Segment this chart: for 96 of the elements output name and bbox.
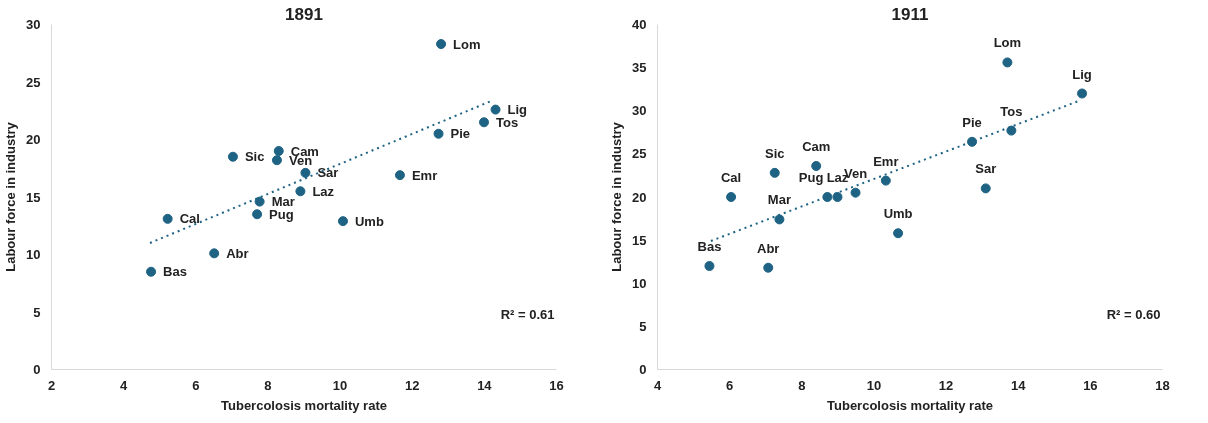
- point: [254, 196, 265, 207]
- annotation: Abr: [226, 245, 249, 261]
- point: [704, 261, 715, 271]
- x-tick-label: 16: [1083, 377, 1098, 393]
- annotation: Lom: [453, 36, 481, 52]
- y-tick-label: 15: [26, 189, 41, 205]
- x-axis-title: Tubercolosis mortality rate: [827, 397, 993, 413]
- point: [209, 248, 220, 259]
- x-tick-label: 8: [798, 377, 806, 393]
- x-tick-label: 8: [264, 377, 272, 393]
- x-tick-label: 14: [1010, 377, 1027, 393]
- x-tick-label: 6: [192, 377, 200, 393]
- y-tick-label: 20: [632, 189, 647, 205]
- annotation: Pie: [962, 114, 982, 130]
- point: [893, 228, 904, 239]
- point: [295, 186, 306, 197]
- annotation: Sar: [317, 165, 339, 181]
- annotation: Lig: [1072, 66, 1092, 82]
- x-tick-label: 4: [653, 377, 662, 393]
- point: [436, 39, 447, 50]
- point: [227, 151, 238, 162]
- point: [1002, 57, 1013, 68]
- annotation: R² = 0.61: [500, 306, 555, 322]
- point: [273, 146, 284, 156]
- y-tick-label: 10: [26, 247, 41, 262]
- chart-title: 1911: [891, 4, 929, 24]
- point: [433, 128, 444, 139]
- y-tick-label: 35: [632, 60, 647, 76]
- y-tick-label: 30: [26, 17, 41, 32]
- x-tick-label: 14: [477, 377, 493, 393]
- x-tick-label: 12: [938, 377, 954, 393]
- point: [822, 192, 833, 202]
- chart-title: 1891: [285, 4, 323, 24]
- annotation: Cal: [179, 211, 200, 227]
- point: [880, 175, 891, 186]
- y-tick-label: 5: [639, 318, 647, 334]
- point: [967, 136, 978, 147]
- point: [774, 214, 785, 225]
- point: [1006, 125, 1017, 136]
- x-tick-label: 10: [332, 377, 348, 393]
- x-tick-label: 12: [404, 377, 420, 393]
- point: [252, 209, 263, 220]
- point: [726, 192, 737, 202]
- point: [337, 216, 348, 227]
- point: [271, 155, 282, 166]
- x-tick-label: 2: [47, 377, 56, 393]
- point: [1077, 88, 1088, 99]
- x-tick-label: 16: [549, 377, 564, 393]
- point: [146, 266, 157, 277]
- annotation: Abr: [757, 240, 780, 256]
- y-tick-label: 15: [632, 232, 647, 248]
- annotation: Bas: [697, 239, 722, 254]
- annotation: Cal: [720, 170, 742, 185]
- annotation: Lom: [993, 35, 1022, 51]
- y-tick-label: 10: [632, 275, 647, 291]
- y-tick-label: 40: [632, 17, 647, 32]
- annotation: Emr: [411, 167, 438, 183]
- x-tick-label: 18: [1155, 377, 1170, 393]
- annotation: Mar: [767, 192, 791, 208]
- annotation: Sic: [764, 145, 785, 161]
- point: [980, 183, 991, 194]
- y-axis-title: Labour force in industry: [609, 121, 625, 272]
- annotation: Umb: [883, 206, 913, 222]
- point: [850, 187, 861, 198]
- annotation: Sar: [975, 161, 997, 177]
- x-axis-title: Tubercolosis mortality rate: [221, 397, 387, 413]
- y-tick-label: 0: [33, 362, 41, 377]
- y-tick-label: 25: [632, 146, 647, 162]
- x-tick-label: 4: [120, 377, 129, 393]
- y-axis-title: Labour force in industry: [3, 121, 19, 272]
- annotation: Umb: [354, 213, 384, 229]
- annotation: Pug: [798, 170, 824, 185]
- x-tick-label: 6: [726, 377, 734, 393]
- point: [769, 167, 780, 178]
- y-tick-label: 0: [639, 362, 647, 377]
- annotation: Sic: [244, 149, 265, 165]
- y-tick-label: 20: [26, 132, 41, 147]
- point: [394, 170, 405, 181]
- point: [811, 160, 822, 171]
- annotation: Laz: [312, 183, 335, 199]
- point: [490, 104, 501, 115]
- annotation: Emr: [873, 153, 899, 169]
- point: [479, 117, 489, 128]
- x-tick-label: 10: [866, 377, 882, 393]
- annotation: Tos: [1000, 103, 1023, 119]
- point: [300, 167, 311, 178]
- annotation: Cam: [802, 138, 831, 154]
- y-tick-label: 25: [26, 74, 41, 90]
- y-tick-label: 30: [632, 103, 647, 119]
- annotation: R² = 0.60: [1106, 306, 1161, 322]
- annotation: Pie: [450, 126, 471, 142]
- point: [832, 192, 843, 202]
- y-tick-label: 5: [33, 304, 41, 320]
- point: [763, 262, 774, 273]
- point: [162, 213, 173, 224]
- annotation: Bas: [163, 264, 187, 280]
